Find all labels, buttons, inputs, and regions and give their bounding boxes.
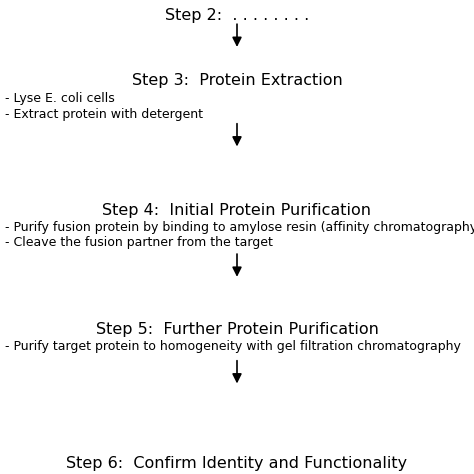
Text: Step 4:  Initial Protein Purification: Step 4: Initial Protein Purification [102,203,372,218]
Text: Step 5:  Further Protein Purification: Step 5: Further Protein Purification [96,322,378,337]
Text: Step 3:  Protein Extraction: Step 3: Protein Extraction [132,73,342,89]
Text: - Purify target protein to homogeneity with gel filtration chromatography: - Purify target protein to homogeneity w… [5,340,461,353]
Text: Step 6:  Confirm Identity and Functionality: Step 6: Confirm Identity and Functionali… [66,456,408,471]
Text: Step 2:  . . . . . . . .: Step 2: . . . . . . . . [165,8,309,23]
Text: - Cleave the fusion partner from the target: - Cleave the fusion partner from the tar… [5,236,273,248]
Text: - Purify fusion protein by binding to amylose resin (affinity chromatography): - Purify fusion protein by binding to am… [5,221,474,234]
Text: - Extract protein with detergent: - Extract protein with detergent [5,108,203,120]
Text: - Lyse E. coli cells: - Lyse E. coli cells [5,92,115,105]
